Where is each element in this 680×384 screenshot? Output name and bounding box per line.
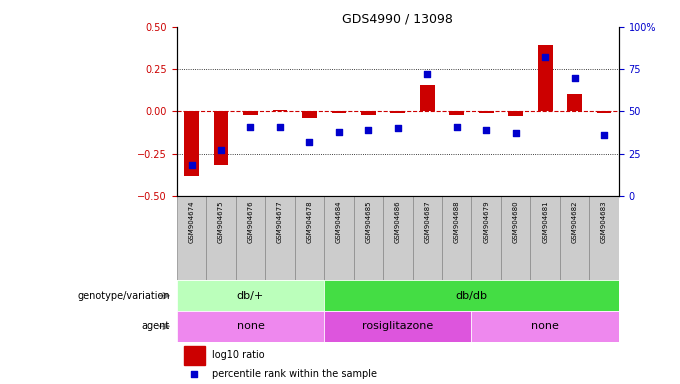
Bar [361,111,376,115]
Text: db/+: db/+ [237,291,264,301]
Bar [332,111,346,113]
Text: GSM904676: GSM904676 [248,200,254,243]
Text: GSM904680: GSM904680 [513,200,519,243]
Point [540,54,551,60]
Text: db/db: db/db [456,291,488,301]
Text: none: none [531,321,559,331]
Point [245,124,256,130]
Text: GSM904675: GSM904675 [218,200,224,243]
Bar [324,196,354,280]
Bar [206,196,236,280]
Bar [273,110,288,111]
Text: percentile rank within the sample: percentile rank within the sample [212,369,377,379]
Bar [530,196,560,280]
Bar [390,111,405,113]
Bar [236,196,265,280]
Point [452,124,462,130]
Bar [177,196,206,280]
Bar [177,280,324,311]
Bar [413,196,442,280]
Bar [560,196,590,280]
Point [510,130,521,136]
Bar [294,196,324,280]
Bar [324,280,619,311]
Text: GSM904688: GSM904688 [454,200,460,243]
Point [422,71,432,77]
Point [333,129,344,135]
Text: GSM904681: GSM904681 [542,200,548,243]
Bar [538,45,552,111]
Point [275,124,286,130]
Text: GSM904679: GSM904679 [483,200,489,243]
Point [186,162,197,169]
Bar [471,311,619,342]
Title: GDS4990 / 13098: GDS4990 / 13098 [342,13,454,26]
Bar [442,196,471,280]
Bar [471,196,501,280]
Text: GSM904678: GSM904678 [307,200,312,243]
Point [569,74,580,81]
Text: GSM904687: GSM904687 [424,200,430,243]
Bar [501,196,530,280]
Text: GSM904674: GSM904674 [188,200,194,243]
Text: GSM904677: GSM904677 [277,200,283,243]
Point [189,371,200,377]
Bar [420,85,435,111]
Bar [509,111,523,116]
Bar [184,346,205,365]
Point [481,127,492,133]
Bar [265,196,294,280]
Bar [324,311,471,342]
Point [363,127,374,133]
Text: GSM904684: GSM904684 [336,200,342,243]
Bar [597,111,611,113]
Bar [177,311,324,342]
Text: GSM904682: GSM904682 [572,200,577,243]
Bar [214,111,228,166]
Text: GSM904686: GSM904686 [395,200,401,243]
Bar [383,196,413,280]
Text: agent: agent [141,321,170,331]
Bar [302,111,317,118]
Bar [567,94,582,111]
Bar [243,111,258,115]
Bar [590,196,619,280]
Text: GSM904683: GSM904683 [601,200,607,243]
Text: rosiglitazone: rosiglitazone [362,321,433,331]
Text: log10 ratio: log10 ratio [212,350,265,360]
Point [392,125,403,131]
Text: GSM904685: GSM904685 [365,200,371,243]
Point [216,147,226,153]
Text: genotype/variation: genotype/variation [78,291,170,301]
Point [598,132,609,138]
Bar [184,111,199,175]
Text: none: none [237,321,265,331]
Bar [479,111,494,113]
Bar [449,111,464,115]
Bar [354,196,383,280]
Point [304,139,315,145]
